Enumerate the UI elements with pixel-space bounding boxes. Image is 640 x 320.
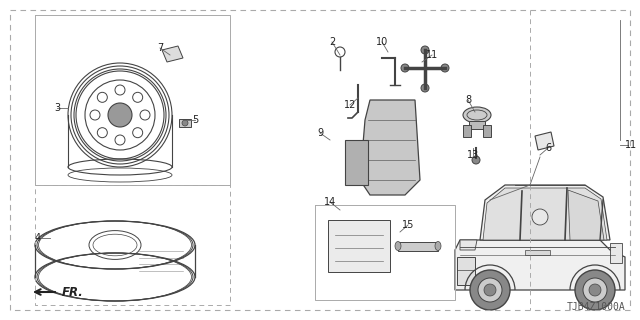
Text: 15: 15	[402, 220, 414, 230]
Text: 12: 12	[344, 100, 356, 110]
Circle shape	[401, 64, 409, 72]
Circle shape	[532, 209, 548, 225]
Circle shape	[115, 135, 125, 145]
Text: 7: 7	[157, 43, 163, 53]
Circle shape	[421, 46, 429, 54]
Text: 5: 5	[192, 115, 198, 125]
Circle shape	[115, 85, 125, 95]
Bar	[398, 242, 438, 251]
Polygon shape	[568, 190, 604, 240]
Text: 6: 6	[545, 143, 551, 153]
Polygon shape	[460, 240, 477, 250]
Text: 14: 14	[324, 197, 336, 207]
Text: 4: 4	[35, 233, 41, 243]
Text: 9: 9	[317, 128, 323, 138]
Bar	[469, 121, 485, 129]
Circle shape	[575, 270, 615, 310]
Circle shape	[441, 64, 449, 72]
Text: 1: 1	[630, 140, 636, 150]
Bar	[179, 119, 191, 127]
Circle shape	[472, 156, 480, 164]
Text: 1: 1	[625, 140, 631, 150]
Ellipse shape	[89, 231, 141, 260]
Circle shape	[589, 284, 601, 296]
Text: TJB4Z1000A: TJB4Z1000A	[566, 302, 625, 312]
Bar	[463, 125, 471, 137]
Ellipse shape	[463, 107, 491, 123]
Circle shape	[132, 92, 143, 102]
Polygon shape	[455, 240, 625, 290]
Polygon shape	[480, 185, 610, 240]
Bar	[483, 125, 491, 137]
Polygon shape	[328, 220, 390, 272]
Circle shape	[108, 103, 132, 127]
Circle shape	[140, 110, 150, 120]
Circle shape	[484, 284, 496, 296]
Bar	[610, 243, 622, 263]
Bar	[525, 250, 550, 255]
Polygon shape	[162, 46, 183, 62]
Circle shape	[132, 128, 143, 138]
Polygon shape	[345, 140, 368, 185]
Text: 2: 2	[329, 37, 335, 47]
Text: 11: 11	[426, 50, 438, 60]
Circle shape	[478, 278, 502, 302]
Bar	[457, 257, 475, 285]
Circle shape	[97, 92, 108, 102]
Polygon shape	[483, 188, 607, 240]
Circle shape	[421, 84, 429, 92]
Circle shape	[583, 278, 607, 302]
Circle shape	[470, 270, 510, 310]
Circle shape	[97, 128, 108, 138]
Circle shape	[90, 110, 100, 120]
Text: 3: 3	[54, 103, 60, 113]
Polygon shape	[535, 132, 554, 150]
Text: 10: 10	[376, 37, 388, 47]
Text: FR.: FR.	[62, 285, 84, 299]
Text: 13: 13	[467, 150, 479, 160]
Polygon shape	[360, 100, 420, 195]
Text: 8: 8	[465, 95, 471, 105]
Ellipse shape	[435, 242, 441, 251]
Circle shape	[182, 120, 188, 126]
Ellipse shape	[395, 242, 401, 251]
